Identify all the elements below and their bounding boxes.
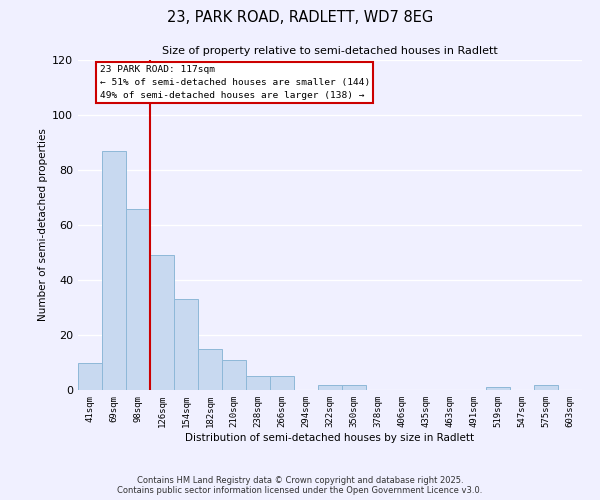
Bar <box>102 151 126 390</box>
Bar <box>222 360 246 390</box>
Title: Size of property relative to semi-detached houses in Radlett: Size of property relative to semi-detach… <box>162 46 498 56</box>
Bar <box>486 387 510 390</box>
Bar <box>318 384 342 390</box>
Bar <box>534 384 558 390</box>
Bar <box>198 349 222 390</box>
Bar <box>78 362 102 390</box>
Y-axis label: Number of semi-detached properties: Number of semi-detached properties <box>38 128 48 322</box>
X-axis label: Distribution of semi-detached houses by size in Radlett: Distribution of semi-detached houses by … <box>185 432 475 442</box>
Bar <box>246 376 270 390</box>
Bar <box>150 255 174 390</box>
Bar <box>342 384 366 390</box>
Bar <box>270 376 294 390</box>
Text: 23, PARK ROAD, RADLETT, WD7 8EG: 23, PARK ROAD, RADLETT, WD7 8EG <box>167 10 433 25</box>
Text: Contains HM Land Registry data © Crown copyright and database right 2025.
Contai: Contains HM Land Registry data © Crown c… <box>118 476 482 495</box>
Bar <box>174 299 198 390</box>
Bar <box>126 208 150 390</box>
Text: 23 PARK ROAD: 117sqm
← 51% of semi-detached houses are smaller (144)
49% of semi: 23 PARK ROAD: 117sqm ← 51% of semi-detac… <box>100 66 370 100</box>
